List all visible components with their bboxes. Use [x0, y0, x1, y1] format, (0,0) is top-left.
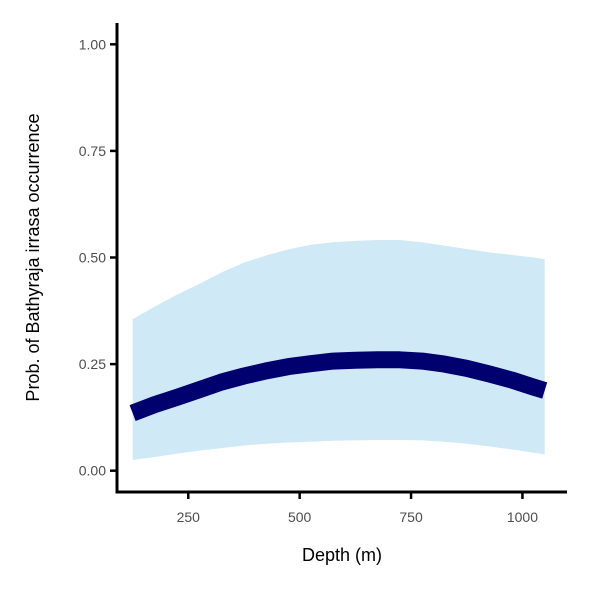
x-axis-title: Depth (m)	[302, 545, 382, 565]
x-tick-label: 1000	[507, 509, 538, 525]
y-ticks: 0.00 0.25 0.50 0.75 1.00	[79, 36, 117, 479]
plot-area	[129, 240, 548, 460]
x-tick-label: 750	[399, 509, 423, 525]
fit-line	[129, 351, 548, 422]
x-tick-label: 500	[288, 509, 312, 525]
y-axis-title: Prob. of Bathyraja irrasa occurrence	[23, 113, 43, 401]
y-tick-label: 0.50	[79, 250, 106, 266]
y-tick-label: 0.00	[79, 463, 106, 479]
confidence-band	[132, 240, 545, 460]
y-tick-label: 0.75	[79, 143, 106, 159]
y-tick-label: 0.25	[79, 356, 106, 372]
x-ticks: 250 500 750 1000	[177, 492, 538, 525]
x-tick-label: 250	[177, 509, 201, 525]
y-tick-label: 1.00	[79, 36, 106, 52]
